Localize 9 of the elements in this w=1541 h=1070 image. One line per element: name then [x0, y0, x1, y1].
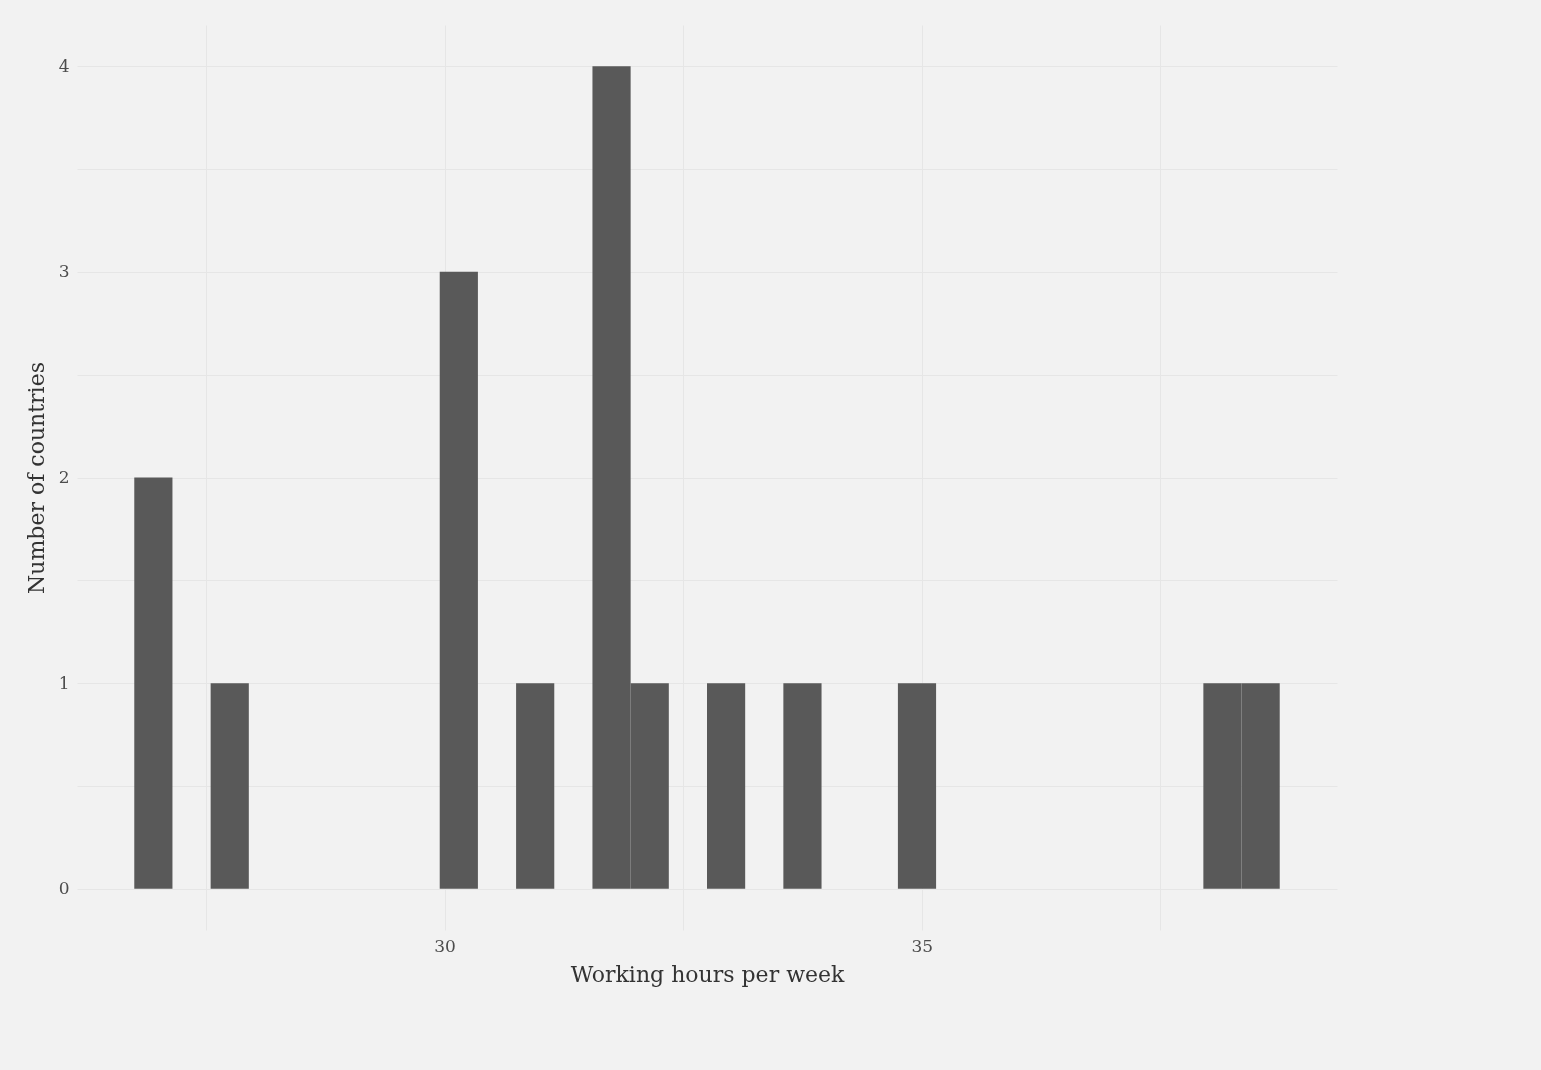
- y-tick-label: 1: [58, 672, 70, 693]
- y-tick-label: 3: [58, 261, 70, 282]
- x-axis-title: Working hours per week: [570, 961, 846, 987]
- y-tick-label: 2: [58, 467, 70, 487]
- x-tick-label: 30: [434, 935, 456, 956]
- y-axis-title: Number of countries: [23, 362, 49, 594]
- y-tick-label: 0: [58, 878, 70, 899]
- y-tick-label: 4: [58, 55, 70, 76]
- x-tick-label: 35: [911, 935, 934, 956]
